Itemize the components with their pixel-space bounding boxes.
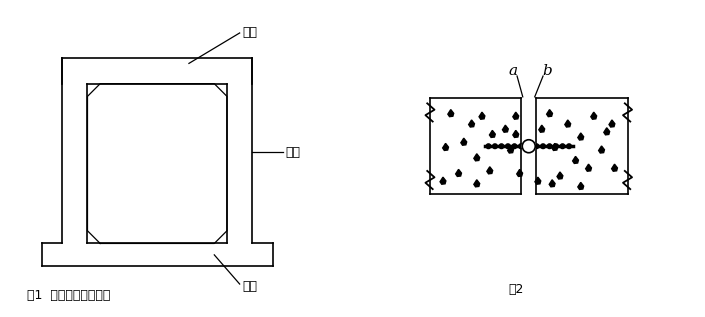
Circle shape — [499, 144, 504, 149]
Polygon shape — [479, 112, 485, 119]
Text: 图2: 图2 — [508, 283, 523, 296]
Polygon shape — [487, 167, 493, 174]
Text: 顶板: 顶板 — [243, 26, 257, 40]
Circle shape — [534, 144, 539, 149]
Circle shape — [486, 144, 491, 149]
Circle shape — [541, 144, 546, 149]
Polygon shape — [461, 138, 467, 145]
Polygon shape — [572, 156, 578, 164]
Polygon shape — [517, 169, 522, 177]
Circle shape — [493, 144, 497, 149]
Polygon shape — [535, 177, 541, 184]
Circle shape — [519, 144, 523, 149]
Circle shape — [547, 144, 552, 149]
Text: 图1  清水池断面示意图: 图1 清水池断面示意图 — [27, 289, 111, 302]
Polygon shape — [469, 120, 474, 127]
Text: 底板: 底板 — [243, 280, 257, 293]
Polygon shape — [578, 182, 584, 190]
Polygon shape — [578, 133, 584, 140]
Polygon shape — [455, 169, 462, 177]
Polygon shape — [586, 164, 591, 171]
Circle shape — [567, 144, 571, 149]
Circle shape — [505, 144, 510, 149]
Text: b: b — [542, 64, 552, 78]
Text: 池壁: 池壁 — [286, 146, 300, 159]
Text: a: a — [508, 64, 517, 78]
Circle shape — [512, 144, 517, 149]
Polygon shape — [448, 110, 454, 117]
Polygon shape — [508, 146, 513, 153]
Polygon shape — [443, 143, 448, 151]
Polygon shape — [612, 164, 618, 171]
Polygon shape — [513, 112, 519, 119]
Polygon shape — [599, 146, 604, 153]
Polygon shape — [546, 110, 553, 117]
Polygon shape — [474, 180, 479, 187]
Polygon shape — [609, 120, 615, 127]
Polygon shape — [503, 125, 508, 132]
Polygon shape — [591, 112, 596, 119]
Polygon shape — [513, 130, 519, 138]
Polygon shape — [557, 172, 563, 179]
Polygon shape — [440, 177, 446, 184]
Circle shape — [522, 140, 535, 153]
Circle shape — [560, 144, 565, 149]
Polygon shape — [489, 130, 496, 138]
Polygon shape — [474, 154, 479, 161]
Polygon shape — [603, 128, 610, 135]
Polygon shape — [549, 180, 555, 187]
Polygon shape — [552, 143, 558, 151]
Polygon shape — [539, 125, 545, 132]
Polygon shape — [565, 120, 570, 127]
Circle shape — [553, 144, 558, 149]
